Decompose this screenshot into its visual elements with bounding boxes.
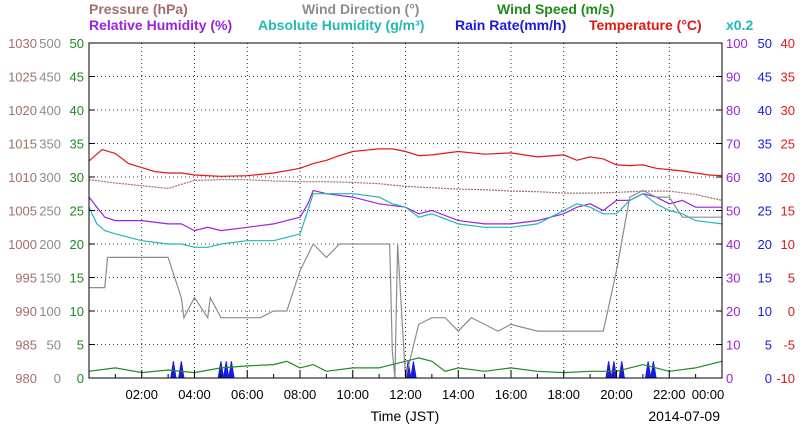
- wind_speed-tick-label: 10: [70, 304, 84, 319]
- humidity-tick-label: 20: [726, 304, 740, 319]
- humidity-tick-label: 100: [726, 36, 748, 51]
- rain_rate-tick-label: 25: [758, 204, 772, 219]
- humidity-tick-label: 40: [726, 237, 740, 252]
- wind_direction-tick-label: 350: [39, 137, 61, 152]
- wind_direction-tick-label: 150: [39, 271, 61, 286]
- wind_speed-tick-label: 25: [70, 204, 84, 219]
- x-tick-label: 12:00: [389, 387, 422, 402]
- legend-entry: Temperature (°C): [589, 17, 702, 33]
- temperature-tick-label: -10: [776, 371, 795, 386]
- wind_speed-tick-label: 0: [77, 371, 84, 386]
- wind_direction-tick-label: 450: [39, 70, 61, 85]
- humidity-tick-label: 90: [726, 70, 740, 85]
- humidity-tick-label: 0: [726, 371, 733, 386]
- x-tick-label: 02:00: [125, 387, 158, 402]
- x-tick-label: 16:00: [495, 387, 528, 402]
- rain_rate-tick-label: 5: [765, 338, 772, 353]
- humidity-tick-label: 60: [726, 170, 740, 185]
- temperature-tick-label: 35: [781, 70, 795, 85]
- humidity-tick-label: 70: [726, 137, 740, 152]
- wind_direction-tick-label: 400: [39, 103, 61, 118]
- wind_speed-tick-label: 15: [70, 271, 84, 286]
- pressure-tick-label: 1030: [8, 36, 37, 51]
- temperature-tick-label: 20: [781, 170, 795, 185]
- x-tick-label: 08:00: [284, 387, 317, 402]
- pressure-tick-label: 1000: [8, 237, 37, 252]
- rain_rate-tick-label: 40: [758, 103, 772, 118]
- temperature-tick-label: -5: [783, 338, 795, 353]
- pressure-tick-label: 980: [15, 371, 37, 386]
- pressure-tick-label: 990: [15, 304, 37, 319]
- wind_direction-tick-label: 500: [39, 36, 61, 51]
- rain_rate-tick-label: 30: [758, 170, 772, 185]
- pressure-tick-label: 1020: [8, 103, 37, 118]
- wind_direction-tick-label: 250: [39, 204, 61, 219]
- pressure-tick-label: 1015: [8, 137, 37, 152]
- legend-entry: Rain Rate(mm/h): [455, 17, 566, 33]
- pressure-hpa-line: [88, 179, 723, 201]
- x-tick-label: 20:00: [600, 387, 633, 402]
- pressure-tick-label: 1010: [8, 170, 37, 185]
- pressure-tick-label: 995: [15, 271, 37, 286]
- pressure-tick-label: 1025: [8, 70, 37, 85]
- wind_direction-tick-label: 300: [39, 170, 61, 185]
- pressure-tick-label: 1005: [8, 204, 37, 219]
- wind_speed-tick-label: 30: [70, 170, 84, 185]
- wind_speed-tick-label: 35: [70, 137, 84, 152]
- temperature-tick-label: 25: [781, 137, 795, 152]
- wind-speed-m-s-line: [88, 357, 723, 374]
- x-tick-label: 00:00: [692, 387, 725, 402]
- x-tick-label: 14:00: [442, 387, 475, 402]
- temperature-tick-label: 5: [788, 271, 795, 286]
- temperature-tick-label: 15: [781, 204, 795, 219]
- rain_rate-tick-label: 35: [758, 137, 772, 152]
- wind_direction-tick-label: 0: [54, 371, 61, 386]
- x-tick-label: 06:00: [231, 387, 264, 402]
- rain_rate-tick-label: 10: [758, 304, 772, 319]
- x-tick-label: 10:00: [336, 387, 369, 402]
- wind_direction-tick-label: 100: [39, 304, 61, 319]
- humidity-tick-label: 10: [726, 338, 740, 353]
- rain_rate-tick-label: 50: [758, 36, 772, 51]
- grid: [89, 43, 722, 378]
- wind_speed-tick-label: 45: [70, 70, 84, 85]
- y-axes: 9809859909951000100510101015102010251030…: [8, 36, 795, 386]
- temperature-c-line: [88, 148, 723, 177]
- temperature-tick-label: 30: [781, 103, 795, 118]
- x-tick-label: 04:00: [178, 387, 211, 402]
- humidity-tick-label: 30: [726, 271, 740, 286]
- legend-entry: Relative Humidity (%): [89, 17, 232, 33]
- humidity-tick-label: 50: [726, 204, 740, 219]
- rain_rate-tick-label: 45: [758, 70, 772, 85]
- wind_speed-tick-label: 5: [77, 338, 84, 353]
- x-tick-label: 18:00: [547, 387, 580, 402]
- rain_rate-tick-label: 0: [765, 371, 772, 386]
- rain-rate-multiplier: x0.2: [726, 17, 753, 33]
- humidity-tick-label: 80: [726, 103, 740, 118]
- rain_rate-tick-label: 20: [758, 237, 772, 252]
- wind_speed-tick-label: 50: [70, 36, 84, 51]
- wind_direction-tick-label: 50: [47, 338, 61, 353]
- wind-direction-line: [89, 189, 722, 379]
- rain_rate-tick-label: 15: [758, 271, 772, 286]
- temperature-tick-label: 0: [788, 304, 795, 319]
- x-axis: 02:00 04:00 06:00 08:00 10:00 12:00 14:00 16:00…: [114, 370, 725, 402]
- temperature-tick-label: 40: [781, 36, 795, 51]
- wind_speed-tick-label: 20: [70, 237, 84, 252]
- chart-date: 2014-07-09: [648, 408, 720, 424]
- absolute-humidity-g-m-line: [88, 192, 723, 248]
- wind_direction-tick-label: 200: [39, 237, 61, 252]
- legend-entry: Wind Direction (°): [302, 1, 419, 17]
- pressure-tick-label: 985: [15, 338, 37, 353]
- temperature-tick-label: 10: [781, 237, 795, 252]
- legend-entry: Pressure (hPa): [89, 1, 188, 17]
- legend-entry: Wind Speed (m/s): [497, 1, 614, 17]
- x-tick-label: 22:00: [653, 387, 686, 402]
- x-axis-label: Time (JST): [371, 408, 440, 424]
- legend-entry: Absolute Humidity (g/m³): [258, 17, 424, 33]
- legend: Pressure (hPa) Wind Direction (°) Wind Spe…: [89, 1, 702, 33]
- wind_speed-tick-label: 40: [70, 103, 84, 118]
